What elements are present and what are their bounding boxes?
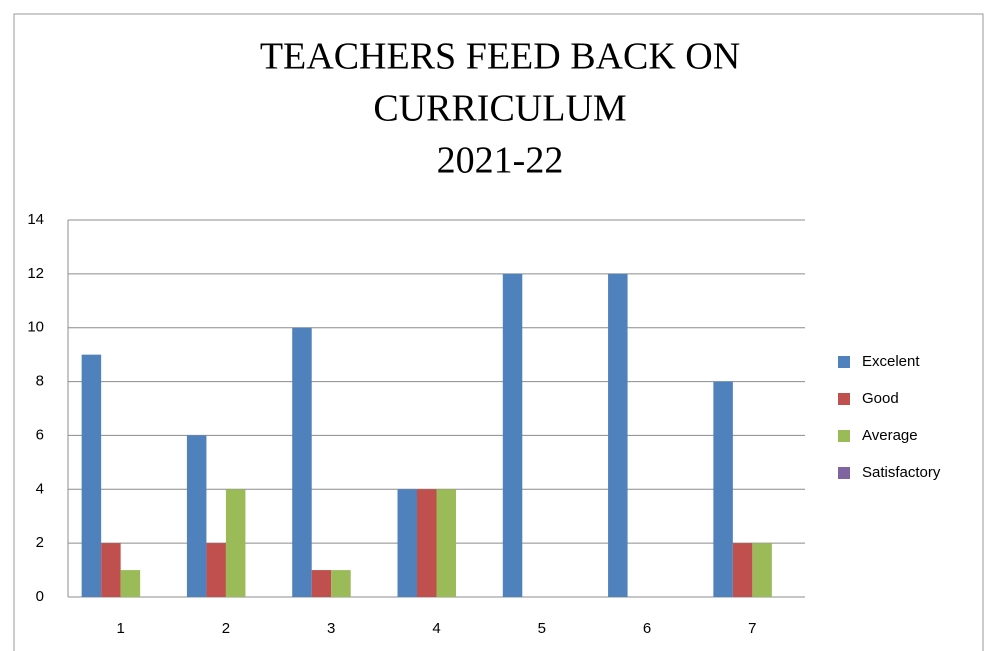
y-tick-label: 10 <box>27 319 44 336</box>
bar <box>502 273 523 597</box>
x-tick-label: 1 <box>116 620 124 637</box>
chart-border <box>13 13 984 651</box>
bar <box>206 543 226 597</box>
legend-swatch <box>838 356 850 368</box>
x-tick-label: 5 <box>538 620 546 637</box>
chart-title: TEACHERS FEED BACK ON <box>260 36 740 78</box>
legend-label: Excelent <box>862 353 920 370</box>
bar <box>713 381 733 597</box>
x-tick-label: 4 <box>432 620 440 637</box>
bar <box>436 489 456 597</box>
bar <box>331 570 351 597</box>
x-tick-label: 6 <box>643 620 651 637</box>
legend-swatch <box>838 393 850 405</box>
bar <box>101 543 121 597</box>
bar <box>311 570 332 597</box>
x-tick-label: 7 <box>748 620 756 637</box>
y-tick-label: 14 <box>27 211 44 228</box>
bar <box>292 327 312 597</box>
bar <box>225 489 246 597</box>
y-tick-label: 2 <box>36 534 44 551</box>
x-tick-label: 2 <box>222 620 230 637</box>
bar <box>608 273 628 597</box>
chart-title: 2021-22 <box>437 140 564 182</box>
y-tick-label: 4 <box>36 480 44 497</box>
y-tick-label: 8 <box>36 373 44 390</box>
legend-label: Satisfactory <box>862 464 941 481</box>
legend-label: Average <box>862 427 918 444</box>
bar <box>752 543 772 597</box>
bar <box>120 570 141 597</box>
y-tick-label: 0 <box>36 588 44 605</box>
legend-label: Good <box>862 390 899 407</box>
bar <box>186 435 207 597</box>
bar <box>397 489 417 597</box>
bar <box>417 489 437 597</box>
y-tick-label: 6 <box>36 426 44 443</box>
bar <box>732 543 753 597</box>
legend-swatch <box>838 467 850 479</box>
y-tick-label: 12 <box>27 265 44 282</box>
x-tick-label: 3 <box>327 620 335 637</box>
legend-swatch <box>838 430 850 442</box>
chart-title: CURRICULUM <box>373 88 626 130</box>
bar <box>81 354 102 597</box>
